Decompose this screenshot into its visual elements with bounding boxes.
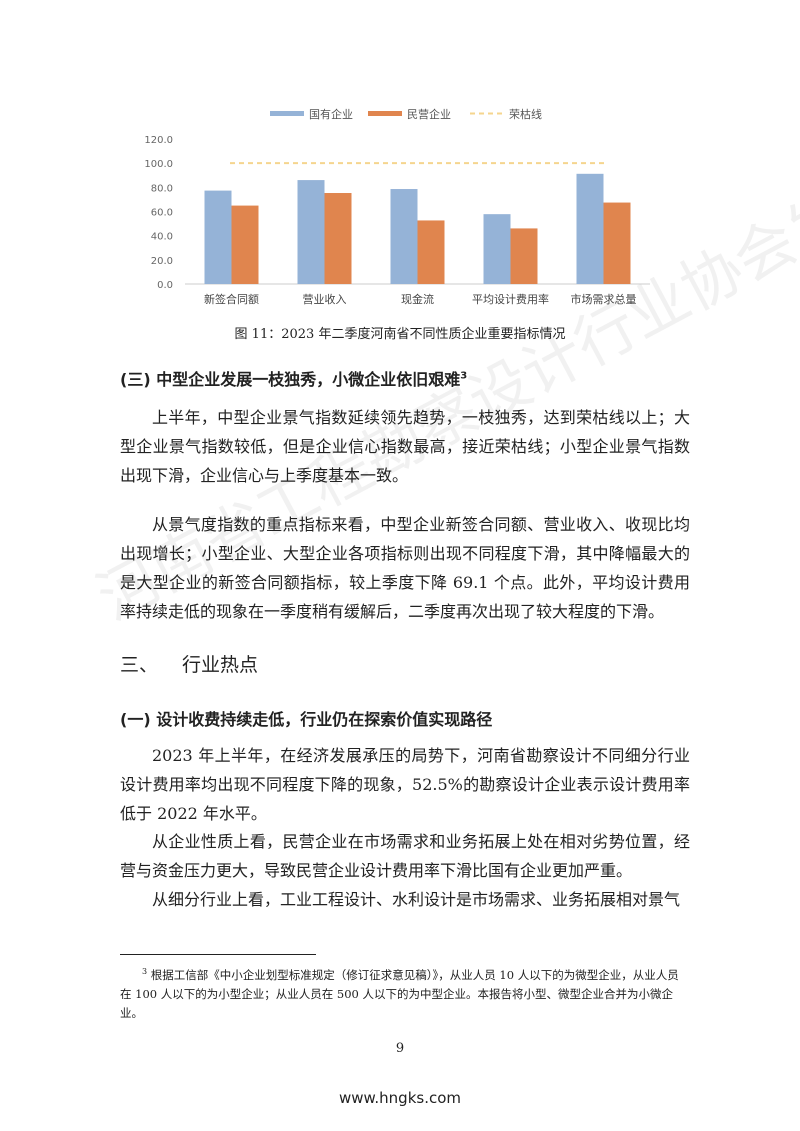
y-tick-label: 0.0 [157, 280, 173, 291]
paragraph: 从景气度指数的重点指标来看，中型企业新签合同额、营业收入、收现比均出现增长；小型… [120, 515, 690, 621]
legend-swatch [270, 111, 304, 116]
footnote: 3 根据工信部《中小企业划型标准规定（修订征求意见稿）》，从业人员 10 人以下… [120, 967, 679, 1020]
paragraph: 从企业性质上看，民营企业在市场需求和业务拓展上处在相对劣势位置，经营与资金压力更… [120, 832, 690, 880]
section-heading-1: (一) 设计收费持续走低，行业仍在探索价值实现路径 [120, 710, 493, 729]
legend-label: 国有企业 [309, 107, 353, 121]
y-tick-label: 100.0 [144, 159, 173, 170]
bar-chart: 0.0 20.0 40.0 60.0 80.0 100.0 120.0 新签合同额 营业收入 现金… [144, 107, 650, 306]
legend-label: 民营企业 [407, 107, 451, 121]
bar-private-1 [324, 193, 352, 284]
bar-state-3 [483, 214, 511, 284]
bar-private-3 [510, 228, 538, 284]
legend-label: 荣枯线 [509, 107, 542, 121]
bar-private-2 [417, 220, 445, 284]
x-tick-label: 现金流 [401, 292, 434, 306]
y-tick-label: 20.0 [151, 256, 173, 267]
website-link[interactable]: www.hngks.com [338, 1089, 462, 1107]
x-tick-label: 平均设计费用率 [472, 292, 549, 306]
paragraph: 从细分行业上看，工业工程设计、水利设计是市场需求、业务拓展相对景气 [152, 890, 681, 909]
y-tick-label: 80.0 [151, 183, 173, 194]
bar-private-0 [231, 205, 259, 284]
bar-private-4 [603, 202, 631, 284]
x-tick-label: 营业收入 [303, 292, 347, 306]
x-tick-label: 新签合同额 [204, 292, 259, 306]
footnote-divider [120, 954, 316, 955]
section-heading-3: (三) 中型企业发展一枝独秀，小微企业依旧艰难3 [120, 370, 468, 389]
figure-caption: 图 11：2023 年二季度河南省不同性质企业重要指标情况 [234, 327, 566, 342]
x-tick-label: 市场需求总量 [571, 292, 637, 306]
y-tick-label: 40.0 [151, 232, 173, 243]
bar-state-1 [297, 180, 325, 284]
paragraph: 上半年，中型企业景气指数延续领先趋势，一枝独秀，达到荣枯线以上；大型企业景气指数… [120, 408, 690, 485]
legend-swatch [368, 111, 402, 116]
paragraph: 2023 年上半年，在经济发展承压的局势下，河南省勘察设计不同细分行业设计费用率… [120, 746, 690, 823]
chapter-heading: 三、 行业热点 [120, 654, 259, 676]
bar-state-4 [576, 173, 604, 284]
bar-state-0 [204, 190, 232, 284]
page-number: 9 [395, 1041, 405, 1056]
y-tick-label: 120.0 [144, 135, 173, 146]
bar-state-2 [390, 189, 418, 284]
y-tick-label: 60.0 [151, 208, 173, 219]
